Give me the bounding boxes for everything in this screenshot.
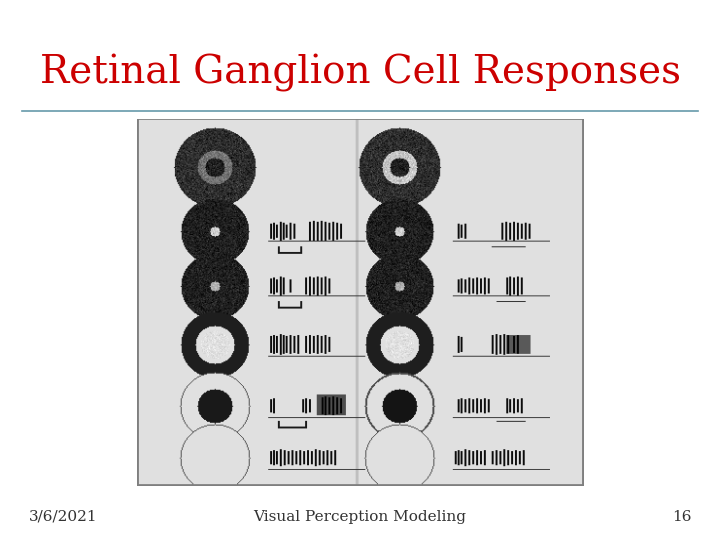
Text: 16: 16 [672,510,691,524]
Text: 3/6/2021: 3/6/2021 [29,510,97,524]
Text: Visual Perception Modeling: Visual Perception Modeling [253,510,467,524]
Text: Retinal Ganglion Cell Responses: Retinal Ganglion Cell Responses [40,54,680,92]
